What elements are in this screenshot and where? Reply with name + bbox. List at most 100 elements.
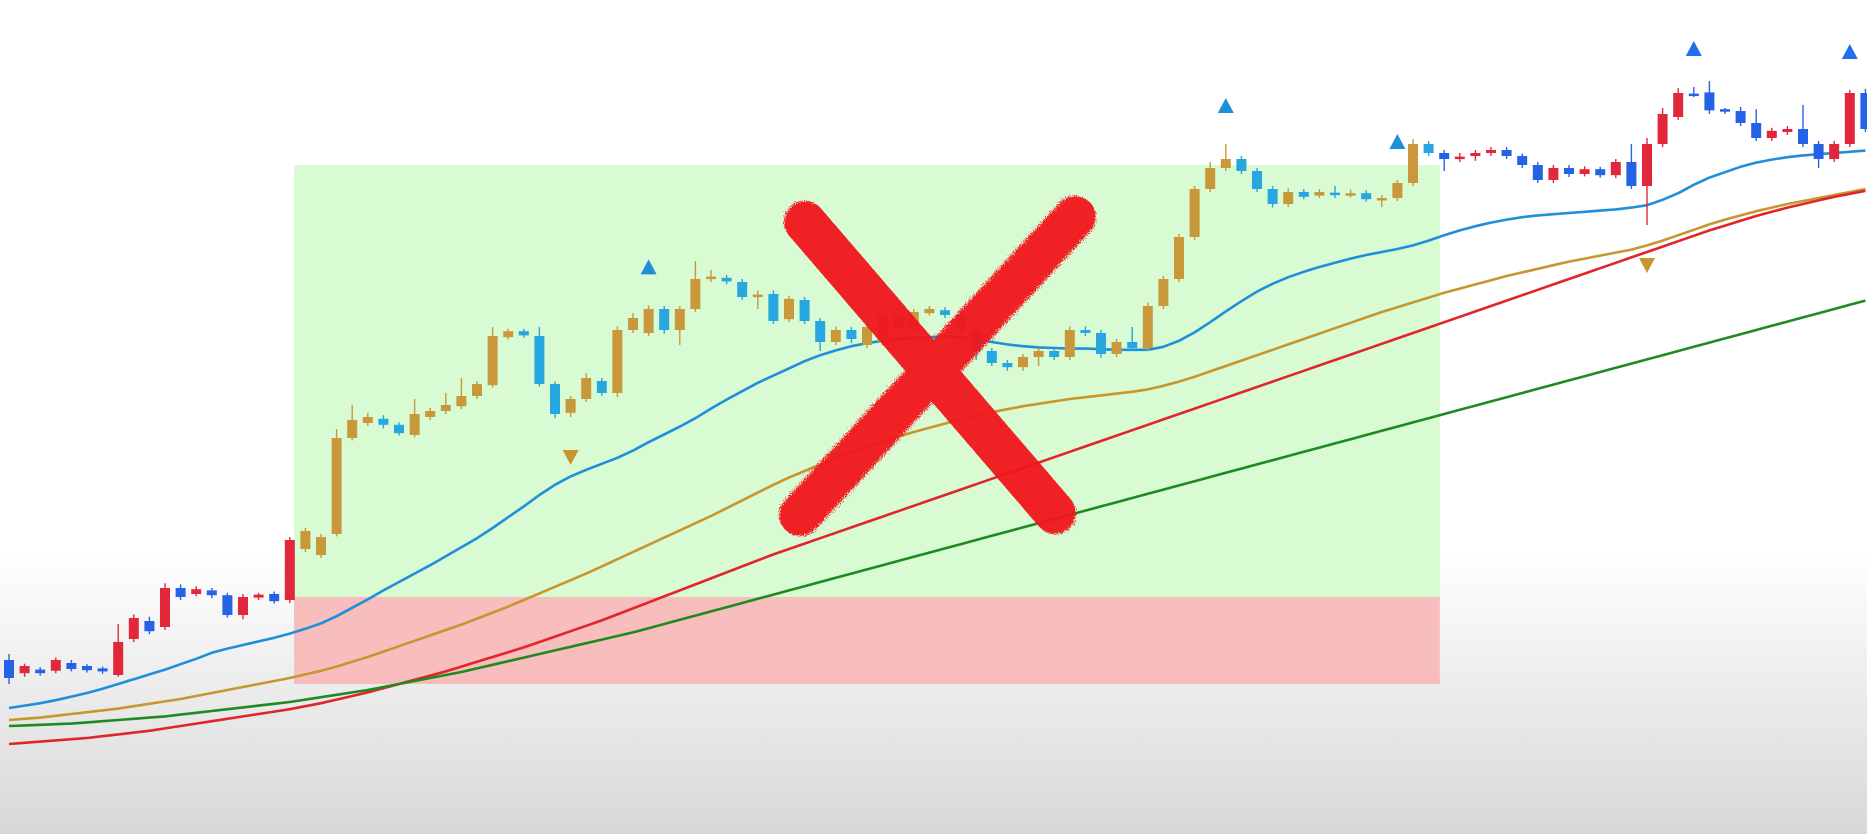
candle-body (300, 531, 311, 549)
candle (1860, 88, 1867, 132)
candle-body (784, 298, 794, 320)
candle (1610, 159, 1621, 179)
candle (503, 328, 514, 340)
candle-body (347, 420, 358, 438)
candle (830, 326, 841, 345)
candle (1330, 186, 1340, 198)
candle (596, 378, 607, 396)
candle-body (1064, 330, 1075, 357)
candle-body (1704, 92, 1715, 111)
candle (1517, 153, 1528, 168)
candle (565, 396, 576, 417)
candle (784, 295, 794, 323)
candle-body (1345, 193, 1356, 196)
candle-body (19, 666, 30, 674)
candle-body (1236, 159, 1247, 171)
cross-overlay (779, 196, 1096, 536)
candle (409, 399, 420, 438)
candle-body (253, 594, 264, 598)
candle (1501, 147, 1512, 159)
candle-body (316, 537, 326, 555)
candle-body (1018, 357, 1028, 368)
candle (1283, 188, 1294, 207)
candle (222, 592, 233, 618)
candle-body (144, 621, 155, 632)
candle-body (1782, 129, 1793, 132)
candle-body (1720, 109, 1730, 112)
candle-body (1267, 189, 1278, 204)
candle-body (1829, 144, 1840, 159)
candle (643, 305, 654, 336)
candle (940, 307, 950, 318)
candle-body (518, 331, 529, 336)
candle-body (1205, 168, 1216, 189)
candle-body (1298, 192, 1309, 197)
candle (1236, 156, 1247, 174)
candle-body (862, 327, 872, 345)
candle-body (1610, 162, 1621, 176)
candle (1314, 189, 1325, 198)
candle (472, 381, 482, 399)
candle-body (191, 589, 202, 594)
candle (1782, 126, 1793, 135)
candle (1829, 141, 1840, 162)
candle-body (1189, 189, 1200, 237)
candle (1486, 147, 1496, 156)
candle-body (846, 330, 857, 339)
candle (799, 297, 810, 324)
candle (1766, 127, 1777, 141)
candle (1174, 234, 1184, 282)
triangle-up-icon (1841, 44, 1858, 59)
candle (612, 326, 623, 398)
candle (1158, 276, 1169, 309)
candle-body (1096, 333, 1106, 354)
candle-body (1532, 165, 1543, 180)
candle-body (830, 330, 841, 342)
loss-zone (294, 597, 1440, 684)
candle-body (1688, 93, 1699, 97)
candle (768, 290, 779, 324)
candle-body (113, 642, 124, 675)
candle (1470, 150, 1481, 161)
moving-average-line-3 (8, 189, 1866, 746)
candle-body (503, 331, 514, 338)
candle-body (1408, 144, 1418, 183)
candle-body (222, 595, 233, 615)
candle-body (82, 666, 92, 671)
candle (1579, 166, 1590, 177)
candle (1111, 339, 1122, 357)
candle (4, 654, 14, 684)
cross-stroke-2 (779, 196, 1096, 536)
candle-body (1860, 93, 1867, 129)
candle-body (1766, 130, 1777, 138)
candle (238, 594, 248, 620)
candle-body (4, 660, 14, 678)
candle-body (674, 309, 685, 330)
candle-body (1111, 342, 1122, 354)
candle (35, 667, 46, 676)
candle (269, 591, 280, 604)
candle-body (35, 669, 46, 674)
candle-body (643, 309, 654, 333)
candle (362, 412, 373, 426)
candle (690, 261, 701, 312)
moving-averages (8, 149, 1866, 746)
candle-body (1517, 156, 1528, 165)
candle (1298, 189, 1309, 200)
candle (50, 657, 61, 674)
candle (160, 583, 170, 630)
candle-body (924, 309, 935, 314)
candle-body (238, 597, 248, 615)
candle (659, 306, 670, 334)
candle (628, 313, 638, 333)
candle-body (284, 540, 295, 600)
candle (1423, 141, 1434, 156)
signal-markers (562, 41, 1858, 465)
candle (1127, 327, 1138, 351)
candle-body (160, 588, 170, 627)
candle-body (596, 381, 607, 393)
candle (66, 660, 77, 672)
triangle-up-icon (1217, 98, 1234, 113)
candle-body (1361, 193, 1372, 200)
candle (1142, 302, 1153, 351)
